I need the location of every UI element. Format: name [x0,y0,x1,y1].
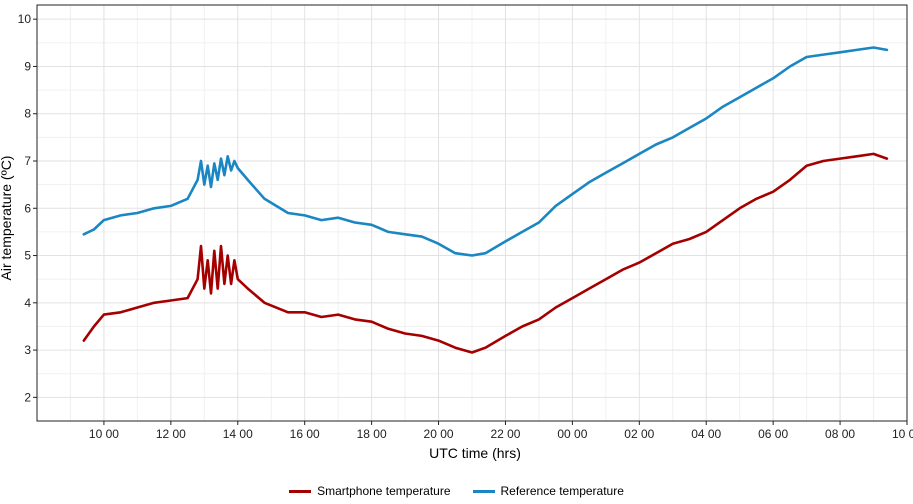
x-tick-label: 10 00 [89,427,119,441]
y-tick-label: 7 [24,154,31,168]
x-tick-label: 12 00 [156,427,186,441]
y-tick-label: 9 [24,59,31,73]
legend: Smartphone temperature Reference tempera… [0,482,913,500]
x-tick-label: 04 00 [691,427,721,441]
x-axis: 10 00 12 00 14 00 16 00 18 00 20 00 22 00 00 00… [89,421,913,441]
x-tick-label: 18 00 [357,427,387,441]
legend-item-smartphone: Smartphone temperature [289,484,451,498]
y-tick-label: 3 [24,343,31,357]
y-tick-label: 6 [24,201,31,215]
legend-swatch-reference [472,489,495,493]
y-tick-label: 8 [24,107,31,121]
x-tick-label: 22 00 [490,427,520,441]
y-tick-label: 4 [24,296,31,310]
y-tick-label: 2 [24,390,31,404]
y-axis-title: Air temperature (ºC) [0,156,14,281]
plot-frame [36,4,908,422]
major-gridlines [37,5,908,421]
x-tick-label: 20 00 [424,427,454,441]
y-axis: 2 3 4 5 6 7 8 9 10 [18,12,37,404]
x-tick-label: 16 00 [290,427,320,441]
x-tick-label: 00 00 [557,427,587,441]
legend-label-reference: Reference temperature [500,484,624,498]
legend-swatch-smartphone [289,489,312,493]
minor-gridlines [37,5,907,422]
x-tick-label: 10 00 [892,427,913,441]
legend-item-reference: Reference temperature [472,484,624,498]
y-tick-label: 5 [24,249,31,263]
legend-label-smartphone: Smartphone temperature [317,484,451,498]
series-layer [82,46,889,354]
x-tick-label: 02 00 [624,427,654,441]
x-tick-label: 06 00 [758,427,788,441]
x-tick-label: 14 00 [223,427,253,441]
y-tick-label: 10 [18,12,32,26]
series-line-smartphone [82,152,889,354]
x-tick-label: 08 00 [825,427,855,441]
x-axis-title: UTC time (hrs) [429,445,521,461]
series-line-reference [82,46,889,257]
